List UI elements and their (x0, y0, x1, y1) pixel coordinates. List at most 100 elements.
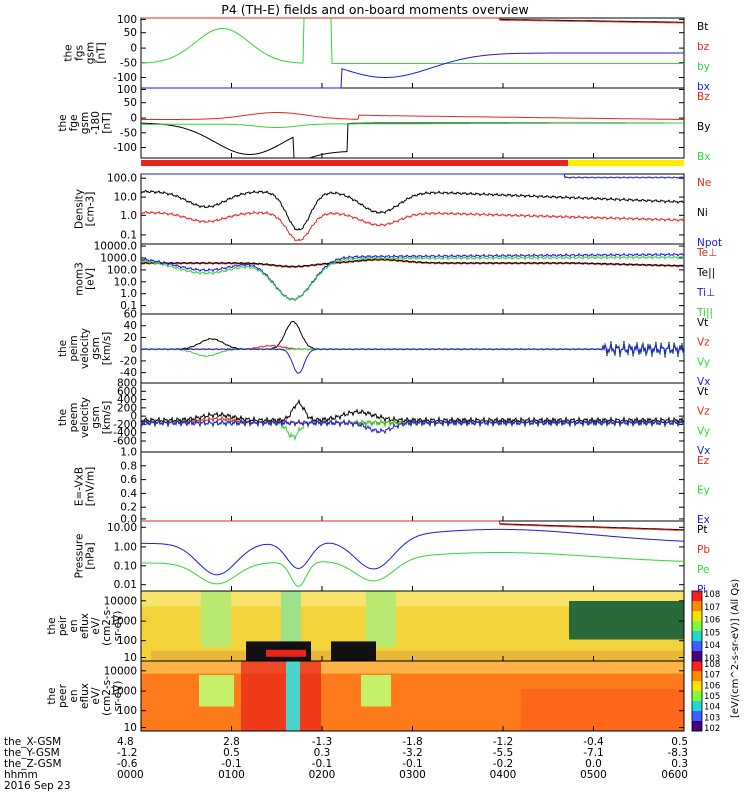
colorbar-segment (692, 591, 702, 602)
series-pe (141, 552, 684, 587)
panel-9: 10000 1000 100 10 the peir en eflux eV/(cm2-s-sr… (46, 590, 685, 664)
y-tick-label: -100 (113, 72, 137, 84)
y-tick-label: 400 (117, 394, 137, 406)
x-row-label: the_Z-GSM (4, 758, 62, 770)
y-axis-label: eflux (79, 683, 91, 709)
colorbar-segment (692, 601, 702, 612)
y-tick-label: 40 (124, 320, 137, 332)
y-axis-label: [nPa] (85, 542, 97, 569)
spectrogram-band (201, 591, 231, 647)
colorbar-tick-label: 106 (704, 616, 720, 626)
y-tick-label: -50 (120, 127, 137, 139)
colorbar-segment (692, 701, 702, 712)
y-tick-label: 0.10 (114, 560, 137, 572)
legend-ti||: Ti|| (696, 307, 713, 319)
legend-ez: Ez (697, 455, 710, 467)
panel-7: 1.00.8 0.6 0.4 0.20.0 E=-VxB [mV/m] Ez Ey Ex (74, 447, 710, 527)
legend-bx: bx (697, 81, 710, 93)
y-tick-label: -400 (113, 427, 137, 439)
y-tick-label: 10.00 (107, 522, 137, 534)
y-tick-label: 100.0 (107, 173, 137, 185)
status-bar-red (141, 160, 568, 166)
y-tick-label: 50 (124, 27, 137, 39)
x-tick-label-hhmm: 0000 (117, 769, 144, 781)
x-tick-label-hhmm: 0200 (309, 769, 336, 781)
legend-ni: Ni (697, 207, 708, 219)
y-tick-label: -600 (113, 435, 137, 447)
y-axis-label: the (57, 409, 69, 426)
y-axis-label: peem (68, 403, 80, 433)
legend-ex: Ex (697, 514, 710, 526)
panel-10: 10000 1000 100 10 the peer en eflux eV/(cm2-s-sr… (46, 660, 685, 734)
series-te-par (140, 258, 685, 268)
x-tick-label-z-gsm: 0.0 (585, 758, 602, 770)
x-tick-label-x-gsm: -0.4 (583, 736, 604, 748)
spectrogram-band (199, 675, 234, 707)
spectrogram-ion (141, 591, 684, 661)
y-tick-label: 0 (130, 43, 137, 55)
y-axis-label: velocity (79, 328, 91, 369)
spectrogram-band (331, 641, 376, 661)
y-axis-label: (cm2-s- (101, 606, 113, 646)
x-row-label: the_X-GSM (4, 736, 61, 748)
x-tick-label-x-gsm: -1.3 (312, 736, 333, 748)
y-tick-label: 1000 (110, 616, 137, 628)
series-pi (141, 528, 684, 576)
colorbar-segment (692, 691, 702, 702)
series-bx-fge (141, 122, 684, 128)
status-bar-yellow (568, 160, 684, 166)
y-tick-label: 10000 (104, 595, 137, 607)
y-tick-label: 1.0 (120, 447, 137, 459)
y-axis-label: [eV] (85, 268, 97, 290)
colorbar-segment (692, 631, 702, 642)
spectrogram-band (366, 591, 396, 647)
y-tick-label: 100 (117, 705, 137, 717)
legend-pb: Pb (697, 544, 710, 556)
x-tick-label-hhmm: 0400 (490, 769, 517, 781)
x-tick-label-hhmm: 0600 (661, 769, 688, 781)
colorbar-tick-label: 104 (704, 703, 720, 713)
legend-by: by (697, 61, 710, 73)
y-tick-label: 0.1 (120, 229, 137, 241)
series-bz (141, 17, 685, 24)
y-axis-label: Density (74, 189, 86, 229)
y-tick-label: 100.0 (107, 264, 137, 276)
series-vt-peim (140, 320, 685, 358)
y-tick-label: 1.0 (120, 210, 137, 222)
legend-vz: Vz (697, 337, 710, 349)
y-axis-label: eflux (79, 613, 91, 639)
colorbar-segment (692, 611, 702, 622)
y-tick-label: 100 (117, 84, 137, 96)
spectrogram-band (286, 661, 300, 731)
spectrogram-band (521, 689, 684, 731)
x-tick-label-z-gsm: -0.6 (117, 758, 138, 770)
legend-vx: Vx (697, 376, 710, 388)
x-tick-label-x-gsm: -1.8 (402, 736, 423, 748)
y-tick-label: 10.0 (114, 192, 137, 204)
x-tick-label-y-gsm: -1.2 (117, 747, 138, 759)
y-axis-label: the (63, 44, 75, 61)
y-tick-label: -200 (113, 419, 137, 431)
date-label: 2016 Sep 23 (4, 780, 71, 792)
y-axis-label: eV/ (90, 617, 102, 635)
y-tick-label: 0 (130, 113, 137, 125)
y-tick-label: 200 (117, 402, 137, 414)
x-tick-label-hhmm: 0100 (218, 769, 245, 781)
x-tick-label-x-gsm: 2.8 (223, 736, 240, 748)
colorbar-tick-label: 108 (704, 590, 720, 600)
spectrogram-band (266, 649, 306, 657)
y-axis-label: (cm2-s- (101, 676, 113, 716)
x-row-label: the_Y-GSM (4, 747, 60, 759)
y-tick-label: 10.0 (114, 276, 137, 288)
y-axis-label: [km/s] (101, 332, 113, 366)
x-tick-label-x-gsm: 4.8 (117, 736, 134, 748)
legend-pi: Pi (697, 584, 706, 596)
spectrogram-band (361, 675, 391, 707)
colorbar-segment (692, 641, 702, 652)
colorbar-segment (692, 711, 702, 722)
y-tick-label: 0 (130, 344, 137, 356)
y-axis-label: Pressure (74, 534, 86, 579)
x-row-label: hhmm (4, 769, 38, 781)
